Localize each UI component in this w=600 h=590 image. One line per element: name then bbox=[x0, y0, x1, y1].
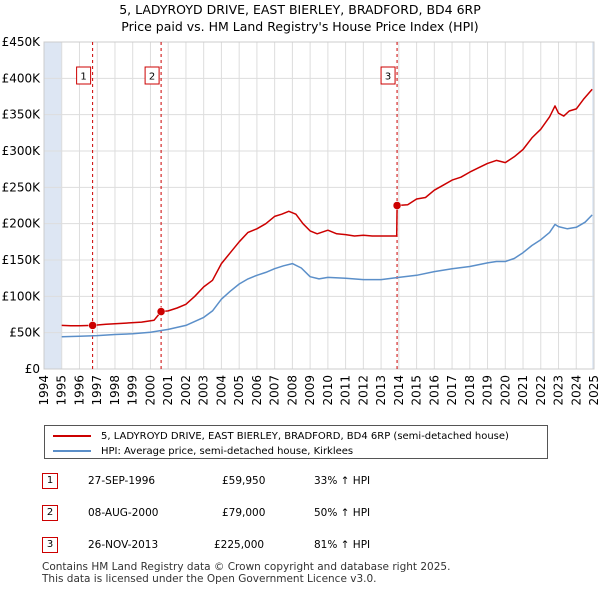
x-tick-label: 2002 bbox=[179, 375, 193, 406]
legend: 5, LADYROYD DRIVE, EAST BIERLEY, BRADFOR… bbox=[44, 425, 548, 459]
x-tick-label: 2012 bbox=[356, 375, 370, 406]
x-tick-label: 2013 bbox=[374, 375, 388, 406]
shaded-region bbox=[592, 42, 594, 369]
y-tick-label: £450K bbox=[2, 35, 42, 49]
x-tick-label: 2014 bbox=[392, 375, 406, 406]
transaction-label: 2 bbox=[149, 72, 155, 83]
transaction-hpi-change: 50% ↑ HPI bbox=[314, 507, 371, 519]
legend-label-property: 5, LADYROYD DRIVE, EAST BIERLEY, BRADFOR… bbox=[101, 430, 509, 442]
footer-licence: This data is licensed under the Open Gov… bbox=[42, 573, 377, 585]
legend-item-property: 5, LADYROYD DRIVE, EAST BIERLEY, BRADFOR… bbox=[53, 429, 509, 443]
x-tick-label: 2001 bbox=[161, 375, 175, 406]
transaction-point bbox=[392, 201, 402, 210]
legend-swatch-property bbox=[53, 435, 91, 437]
x-tick-label: 2008 bbox=[285, 375, 299, 406]
transaction-number-badge: 1 bbox=[42, 473, 58, 489]
transaction-row: 3 26-NOV-2013 £225,000 81% ↑ HPI bbox=[42, 537, 382, 555]
x-tick-label: 1997 bbox=[90, 375, 104, 406]
transaction-row: 1 27-SEP-1996 £59,950 33% ↑ HPI bbox=[42, 473, 382, 491]
y-tick-label: £100K bbox=[2, 289, 42, 303]
y-tick-label: £200K bbox=[2, 217, 42, 231]
transaction-date: 27-SEP-1996 bbox=[88, 475, 156, 487]
x-tick-label: 1998 bbox=[108, 375, 122, 406]
x-tick-label: 2018 bbox=[463, 375, 477, 406]
transaction-label: 1 bbox=[80, 72, 86, 83]
x-tick-label: 2023 bbox=[552, 375, 566, 406]
x-tick-label: 2000 bbox=[143, 375, 157, 406]
x-tick-label: 2007 bbox=[268, 375, 282, 406]
x-tick-label: 1994 bbox=[37, 375, 51, 406]
legend-label-hpi: HPI: Average price, semi-detached house,… bbox=[101, 445, 354, 457]
chart-subtitle: Price paid vs. HM Land Registry's House … bbox=[121, 19, 479, 34]
y-tick-label: £350K bbox=[2, 108, 42, 122]
x-tick-label: 2015 bbox=[410, 375, 424, 406]
transaction-label-box bbox=[380, 66, 396, 85]
plot-area bbox=[44, 42, 594, 369]
plot-border bbox=[43, 41, 595, 370]
x-tick-label: 1995 bbox=[55, 375, 69, 406]
hpi-line bbox=[61, 214, 593, 338]
x-tick-label: 1999 bbox=[126, 375, 140, 406]
x-tick-label: 2009 bbox=[303, 375, 317, 406]
y-tick-label: £300K bbox=[2, 144, 42, 158]
x-tick-label: 2005 bbox=[232, 375, 246, 406]
transaction-price: £59,950 bbox=[222, 475, 266, 487]
transaction-label-box bbox=[76, 66, 92, 85]
transaction-price: £225,000 bbox=[214, 539, 265, 551]
x-tick-label: 2021 bbox=[516, 375, 530, 406]
x-tick-label: 2017 bbox=[445, 375, 459, 406]
y-tick-label: £50K bbox=[9, 326, 41, 340]
transaction-point bbox=[88, 321, 97, 330]
shaded-region bbox=[44, 42, 62, 369]
x-tick-label: 2004 bbox=[214, 375, 228, 406]
x-tick-label: 1996 bbox=[72, 375, 86, 406]
y-tick-label: £0 bbox=[25, 362, 40, 376]
footer-copyright: Contains HM Land Registry data © Crown c… bbox=[42, 561, 451, 573]
transaction-label: 3 bbox=[385, 72, 391, 83]
x-tick-label: 2020 bbox=[498, 375, 512, 406]
x-tick-label: 2019 bbox=[481, 375, 495, 406]
y-tick-label: £250K bbox=[2, 180, 42, 194]
y-tick-label: £400K bbox=[2, 71, 42, 85]
x-tick-label: 2016 bbox=[427, 375, 441, 406]
legend-swatch-hpi bbox=[53, 450, 91, 452]
x-tick-label: 2024 bbox=[569, 375, 583, 406]
transaction-row: 2 08-AUG-2000 £79,000 50% ↑ HPI bbox=[42, 505, 382, 523]
transaction-point bbox=[156, 307, 166, 316]
x-tick-label: 2025 bbox=[587, 375, 600, 406]
transaction-hpi-change: 33% ↑ HPI bbox=[314, 475, 371, 487]
property-price-line bbox=[61, 88, 593, 327]
transaction-label-box bbox=[144, 66, 160, 85]
price-chart: £0 £50K £100K £150K £200K £250K £300K £350K £400… bbox=[2, 35, 600, 406]
transaction-hpi-change: 81% ↑ HPI bbox=[314, 539, 371, 551]
x-tick-label: 2006 bbox=[250, 375, 264, 406]
transaction-date: 08-AUG-2000 bbox=[88, 507, 159, 519]
transaction-price: £79,000 bbox=[222, 507, 266, 519]
x-tick-label: 2010 bbox=[321, 375, 335, 406]
chart-title: 5, LADYROYD DRIVE, EAST BIERLEY, BRADFOR… bbox=[119, 2, 481, 17]
x-tick-label: 2022 bbox=[534, 375, 548, 406]
x-tick-label: 2011 bbox=[339, 375, 353, 406]
y-tick-label: £150K bbox=[2, 253, 42, 267]
transaction-number-badge: 2 bbox=[42, 505, 58, 521]
transaction-number-badge: 3 bbox=[42, 537, 58, 553]
x-tick-label: 2003 bbox=[197, 375, 211, 406]
transaction-date: 26-NOV-2013 bbox=[88, 539, 159, 551]
legend-item-hpi: HPI: Average price, semi-detached house,… bbox=[53, 444, 353, 458]
